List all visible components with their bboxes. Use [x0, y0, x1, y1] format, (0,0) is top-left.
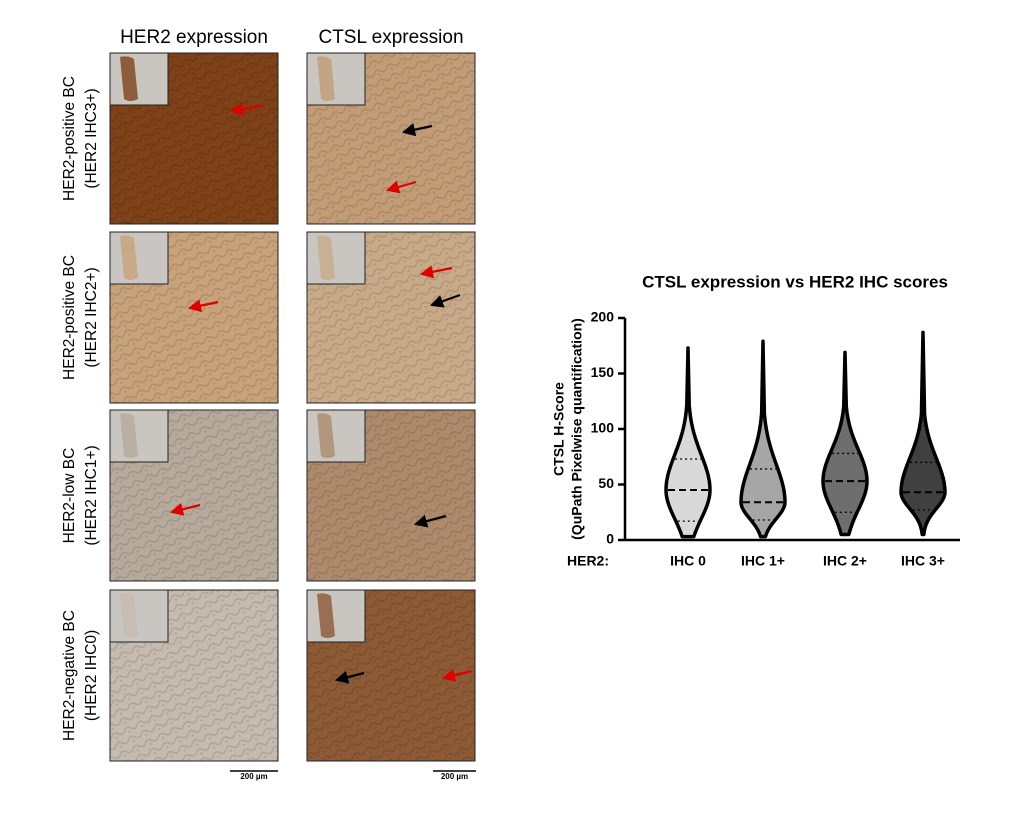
inset-tissue — [120, 235, 138, 280]
inset — [109, 409, 169, 463]
x-tick-label: IHC 1+ — [741, 553, 785, 569]
x-tick-label: IHC 0 — [670, 553, 706, 569]
inset-tissue — [120, 413, 138, 458]
violin-body — [821, 350, 869, 537]
y-tick-label: 200 — [591, 309, 615, 325]
inset-tissue — [317, 593, 335, 638]
row-label: (HER2 IHC0) — [83, 630, 100, 721]
x-tick-label: IHC 2+ — [823, 553, 867, 569]
column-header: CTSL expression — [318, 27, 463, 48]
row-label: (HER2 IHC3+) — [83, 88, 100, 188]
inset — [109, 52, 169, 106]
inset-tissue — [317, 413, 335, 458]
inset — [109, 231, 169, 285]
chart-title: CTSL expression vs HER2 IHC scores — [642, 272, 948, 291]
scale-bar-label: 200 µm — [441, 772, 468, 781]
y-axis-label: (QuPath Pixelwise quantification) — [569, 318, 585, 540]
violin-body — [664, 346, 712, 539]
row-label: HER2-positive BC — [61, 76, 78, 201]
inset-tissue — [317, 56, 335, 101]
row-label: HER2-low BC — [61, 448, 78, 544]
x-axis-prefix: HER2: — [567, 553, 609, 569]
x-tick-label: IHC 3+ — [901, 553, 945, 569]
y-tick-label: 100 — [591, 420, 615, 436]
row-label: HER2-negative BC — [61, 610, 78, 741]
y-tick-label: 0 — [606, 531, 614, 547]
inset-tissue — [317, 235, 335, 280]
scale-bar-label: 200 µm — [240, 772, 267, 781]
y-tick-label: 50 — [598, 475, 614, 491]
inset — [306, 589, 366, 643]
y-axis-label: CTSL H-Score — [551, 382, 567, 476]
violin-body — [899, 330, 947, 537]
y-tick-label: 150 — [591, 364, 615, 380]
inset — [109, 589, 169, 643]
inset — [306, 409, 366, 463]
row-label: (HER2 IHC2+) — [83, 267, 100, 367]
column-header: HER2 expression — [120, 27, 268, 48]
inset — [306, 52, 366, 106]
annotation-arrows — [169, 102, 473, 684]
row-label: HER2-positive BC — [61, 255, 78, 380]
inset-tissue — [120, 56, 138, 101]
row-label: (HER2 IHC1+) — [83, 445, 100, 545]
inset-tissue — [120, 593, 138, 638]
violin-body — [739, 339, 787, 539]
inset — [306, 231, 366, 285]
